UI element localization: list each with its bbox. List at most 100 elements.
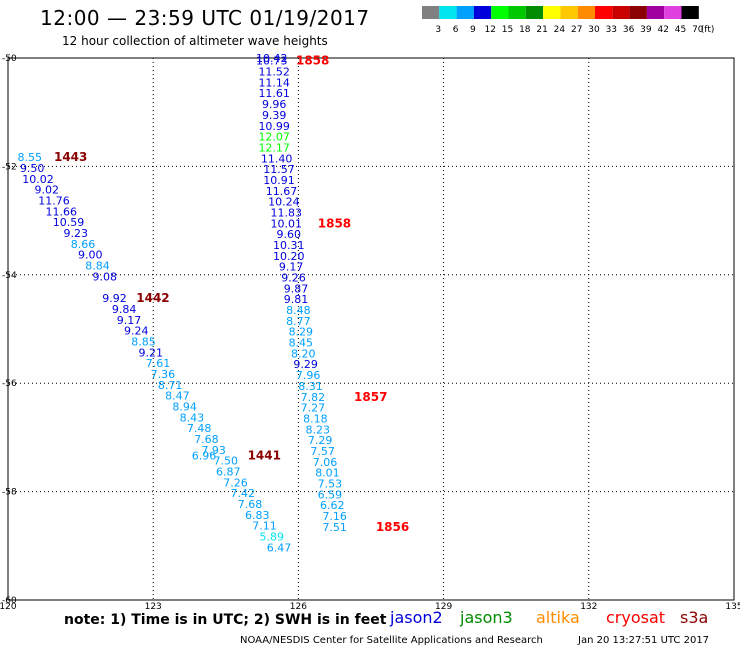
wave-height-value: 8.84	[85, 260, 110, 273]
wave-height-value: 8.48	[286, 304, 311, 317]
wave-height-value: 8.94	[172, 401, 197, 414]
legend-swatch	[612, 6, 630, 19]
legend-swatch	[543, 6, 561, 19]
wave-height-value: 11.67	[266, 185, 298, 198]
lon-tick-label: 129	[435, 602, 452, 610]
satellite-jason2: jason2	[390, 608, 443, 627]
legend-swatch	[491, 6, 509, 19]
wave-height-value: 7.82	[301, 391, 326, 404]
legend-label: 24	[554, 25, 566, 35]
legend-label: 3	[435, 25, 441, 35]
legend-swatch	[456, 6, 474, 19]
lon-tick-label: 120	[0, 602, 17, 610]
wave-height-value: 6.47	[267, 541, 292, 554]
wave-height-value: 9.23	[64, 227, 89, 240]
wave-height-value: 9.50	[20, 162, 45, 175]
wave-height-value: 12.07	[258, 131, 290, 144]
legend-label: 9	[470, 25, 476, 35]
wave-height-value: 8.23	[306, 423, 331, 436]
wave-height-value: 10.02	[22, 173, 54, 186]
lat-tick-label: -60	[2, 596, 17, 606]
wave-height-map: 120 123 126 129 132 135 -50 -52 -54 -56 -58 -60 8.55…	[0, 52, 740, 610]
wave-height-value: 6.96	[192, 449, 217, 462]
legend-unit: (ft)	[701, 25, 715, 35]
lon-tick-label: 135	[725, 602, 740, 610]
wave-height-value: 11.52	[258, 66, 290, 79]
legend-swatch	[681, 6, 699, 19]
wave-height-value: 10.01	[271, 217, 303, 230]
wave-height-value: 7.06	[313, 456, 338, 469]
wave-height-value: 9.17	[117, 314, 142, 327]
wave-height-value: 11.57	[263, 163, 295, 176]
lat-tick-label: -56	[2, 379, 17, 389]
wave-height-value: 10.42	[256, 52, 288, 65]
right-track: 10.4210.7311.5211.1411.619.969.3910.9912…	[256, 52, 347, 534]
pass-time-label: 1856	[376, 520, 409, 534]
wave-height-value: 8.43	[180, 411, 205, 424]
wave-height-value: 5.89	[260, 531, 285, 544]
footer-note: note: 1) Time is in UTC; 2) SWH is in fe…	[64, 612, 387, 628]
legend-swatch	[525, 6, 544, 19]
legend-swatch	[646, 6, 665, 19]
wave-height-value: 9.92	[102, 292, 127, 305]
wave-height-value: 9.84	[112, 303, 137, 316]
legend-swatch	[595, 6, 613, 19]
wave-height-value: 8.18	[303, 412, 328, 425]
wave-height-value: 8.85	[131, 335, 156, 348]
wave-height-value: 8.29	[289, 326, 314, 339]
wave-height-value: 11.40	[261, 152, 293, 165]
pass-time-label: 1858	[296, 54, 329, 68]
wave-height-value: 8.47	[165, 390, 190, 403]
wave-height-value: 10.73	[256, 55, 288, 68]
satellite-cryosat: cryosat	[606, 608, 666, 627]
lon-tick-label: 132	[580, 602, 597, 610]
wave-height-value: 7.11	[252, 520, 277, 533]
wave-height-value: 7.57	[310, 445, 335, 458]
legend-swatch	[629, 6, 647, 19]
wave-height-value: 8.77	[286, 315, 311, 328]
wave-height-value: 7.50	[214, 455, 239, 468]
legend-label: 36	[623, 25, 635, 35]
page-subtitle: 12 hour collection of altimeter wave hei…	[62, 34, 328, 48]
wave-height-value: 8.66	[71, 238, 96, 251]
wave-height-value: 7.48	[187, 422, 212, 435]
legend-label: 45	[675, 25, 686, 35]
lat-tick-label: -50	[2, 54, 17, 64]
generated-timestamp: Jan 20 13:27:51 UTC 2017	[578, 635, 710, 646]
wave-height-value: 9.87	[284, 282, 309, 295]
map-frame	[7, 57, 735, 601]
legend-swatch	[577, 6, 595, 19]
wave-height-value: 7.53	[318, 477, 343, 490]
pass-time-label: 1441	[248, 448, 281, 462]
wave-height-value: 7.68	[194, 433, 219, 446]
wave-height-value: 10.59	[53, 216, 85, 229]
legend-label: 33	[606, 25, 617, 35]
lat-tick-label: -54	[2, 271, 17, 281]
pass-time-label: 1857	[354, 390, 387, 404]
legend-label: 18	[519, 25, 531, 35]
wave-height-value: 7.29	[308, 434, 333, 447]
legend-label: 6	[453, 25, 459, 35]
wave-height-value: 11.61	[258, 87, 290, 100]
satellite-s3a: s3a	[680, 608, 709, 627]
wave-height-value: 8.31	[298, 380, 323, 393]
pass-time-label: 1858	[318, 216, 351, 230]
lat-tick-label: -58	[2, 488, 17, 498]
legend-swatch	[508, 6, 526, 19]
credit-text: NOAA/NESDIS Center for Satellite Applica…	[240, 635, 543, 646]
wave-height-value: 10.31	[273, 239, 305, 252]
lon-tick-label: 126	[290, 602, 307, 610]
wave-height-value: 9.21	[139, 346, 164, 359]
legend-swatch	[422, 6, 440, 19]
wave-height-value: 9.08	[93, 270, 118, 283]
wave-height-value: 11.76	[38, 195, 70, 208]
wave-height-value: 7.27	[301, 402, 326, 415]
wave-height-value: 11.83	[271, 206, 303, 219]
legend-label: 27	[571, 25, 582, 35]
legend-label: 39	[640, 25, 652, 35]
legend-label: 30	[588, 25, 600, 35]
wave-height-value: 6.83	[245, 509, 270, 522]
wave-height-value: 11.66	[45, 205, 77, 218]
wave-height-value: 7.68	[238, 498, 263, 511]
